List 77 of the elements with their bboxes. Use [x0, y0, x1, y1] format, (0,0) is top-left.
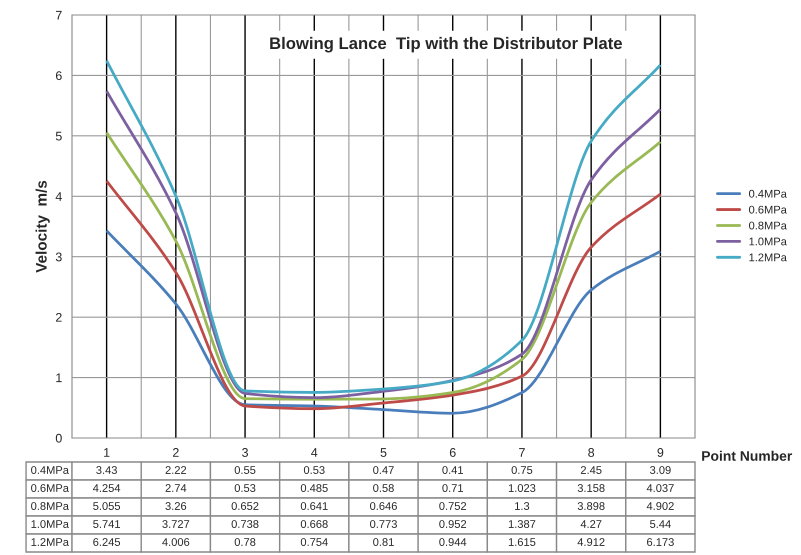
y-tick-label: 3 — [56, 252, 62, 262]
x-tick-label: 1 — [104, 448, 110, 457]
legend-label: 1.2MPa — [749, 253, 787, 262]
data-label: 6.173 — [647, 538, 674, 546]
data-label: 0.58 — [373, 484, 394, 492]
data-label: 1.387 — [508, 520, 536, 528]
data-label: 4.27 — [580, 520, 602, 528]
data-label: 0.752 — [439, 502, 466, 510]
data-label: 5.44 — [650, 520, 671, 528]
data-label: 3.43 — [96, 466, 117, 474]
y-tick-label: 6 — [56, 71, 62, 80]
legend-label: 0.4MPa — [749, 190, 787, 198]
text: 0.4MPa — [31, 466, 69, 474]
data-label: 0.646 — [370, 502, 397, 510]
data-label: 4.006 — [162, 538, 190, 546]
data-label: 0.952 — [439, 520, 466, 528]
text: 1.0MPa — [31, 520, 69, 528]
x-tick-label: 9 — [658, 448, 664, 457]
x-tick-label: 7 — [519, 448, 525, 457]
y-axis-title: Velocity m/s — [36, 180, 50, 273]
data-label: 4.912 — [578, 538, 605, 546]
data-label: 0.652 — [232, 502, 258, 510]
line-series — [105, 229, 662, 415]
text: 0.8MPa — [31, 502, 69, 510]
data-label: 5.741 — [93, 520, 120, 528]
legend-label: 0.6MPa — [749, 206, 787, 214]
data-label: 0.78 — [234, 538, 256, 546]
data-label: 0.47 — [373, 466, 394, 474]
data-label: 0.754 — [300, 538, 328, 546]
data-label: 2.74 — [166, 484, 186, 492]
line-series — [105, 180, 662, 410]
data-label: 1.023 — [508, 484, 536, 492]
data-label: 3.898 — [578, 502, 605, 510]
text: 1.2MPa — [31, 538, 69, 546]
y-tick-label: 7 — [56, 10, 62, 20]
data-label: 1.3 — [515, 502, 530, 510]
data-label: 0.668 — [300, 520, 328, 528]
y-tick-label: 4 — [56, 192, 62, 201]
legend-label: 1.0MPa — [749, 238, 787, 246]
data-label: 3.727 — [162, 520, 190, 528]
x-axis-title: Point Number — [702, 450, 792, 461]
data-label: 4.037 — [646, 484, 674, 492]
data-label: 2.45 — [580, 466, 602, 474]
y-tick-label: 5 — [56, 132, 62, 141]
text: 0.6MPa — [31, 484, 69, 492]
data-label: 0.773 — [370, 520, 397, 528]
y-tick-label: 0 — [56, 434, 62, 443]
data-label: 0.75 — [512, 466, 532, 474]
x-tick-label: 2 — [172, 448, 179, 457]
data-label: 0.641 — [300, 502, 328, 510]
x-tick-label: 5 — [380, 448, 386, 457]
x-tick-label: 8 — [588, 448, 594, 457]
y-tick-label: 1 — [56, 374, 62, 382]
data-label: 6.245 — [93, 538, 120, 546]
data-label: 3.158 — [578, 484, 605, 492]
data-label: 5.055 — [93, 502, 120, 510]
data-label: 3.26 — [165, 502, 186, 510]
x-tick-label: 3 — [242, 448, 248, 457]
data-label: 0.485 — [300, 484, 328, 492]
y-tick-label: 2 — [56, 312, 62, 322]
data-label: 0.41 — [442, 466, 463, 474]
data-label: 0.55 — [234, 466, 256, 474]
data-label: 4.254 — [92, 484, 120, 492]
data-label: 1.615 — [508, 538, 536, 546]
text: Blowing Lance Tip with the Distributor Plate — [270, 36, 622, 52]
data-label: 0.71 — [442, 484, 463, 492]
x-tick-label: 6 — [450, 448, 456, 457]
data-label: 0.944 — [439, 538, 466, 546]
data-label: 0.81 — [373, 538, 394, 546]
data-label: 0.53 — [304, 466, 325, 474]
data-label: 0.53 — [234, 484, 256, 492]
data-label: 4.902 — [646, 502, 674, 510]
data-label: 0.738 — [232, 520, 258, 528]
legend-label: 0.8MPa — [749, 222, 787, 230]
data-label: 2.22 — [166, 466, 186, 474]
x-tick-label: 4 — [311, 448, 318, 457]
data-label: 3.09 — [650, 466, 671, 474]
